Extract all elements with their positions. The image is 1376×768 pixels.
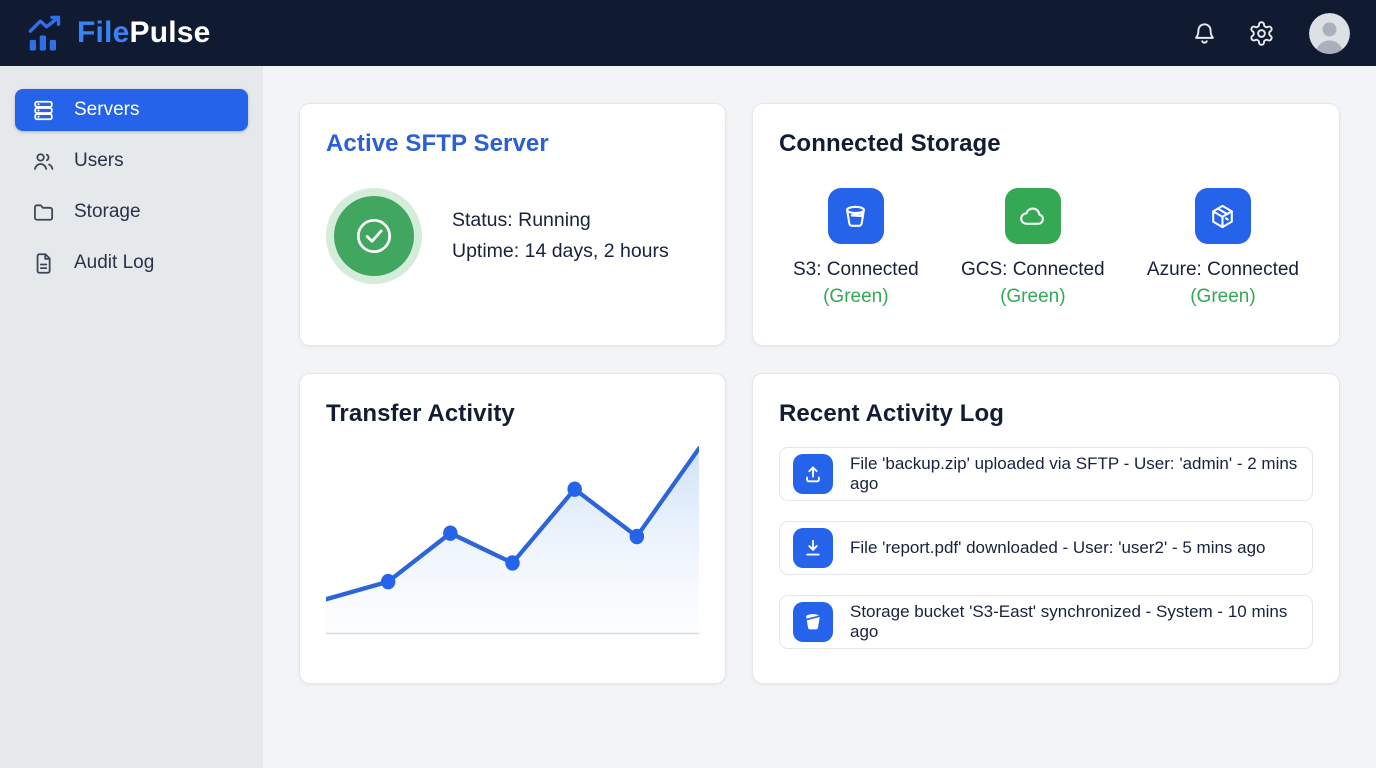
brand: FilePulse — [26, 13, 211, 53]
sidebar: Servers Users Storage — [0, 66, 263, 768]
package-box-icon — [1194, 188, 1251, 244]
server-status-text: Status: Running — [452, 208, 591, 231]
folder-icon — [31, 200, 56, 225]
storage-item-label: Azure: Connected — [1146, 259, 1299, 280]
notifications-button[interactable] — [1189, 18, 1220, 49]
bucket-filled-icon — [793, 602, 833, 642]
activity-log-row: Storage bucket 'S3-East' synchronized - … — [779, 595, 1313, 649]
storage-item-status: (Green) — [823, 286, 889, 307]
card-active-sftp-server: Active SFTP Server Status: Running Uptim… — [299, 103, 726, 346]
navbar-actions — [1189, 12, 1350, 54]
card-connected-storage: Connected Storage S3: Connected (Green) — [752, 103, 1340, 346]
app-title: FilePulse — [77, 16, 211, 49]
storage-item-status: (Green) — [1190, 286, 1256, 307]
card-title: Transfer Activity — [326, 400, 515, 427]
server-stack-icon — [31, 98, 56, 123]
check-circle-icon — [334, 196, 414, 276]
document-icon — [31, 251, 56, 276]
card-title: Recent Activity Log — [779, 400, 1005, 427]
server-uptime-text: Uptime: 14 days, 2 hours — [452, 240, 669, 262]
sidebar-item-audit-log[interactable]: Audit Log — [15, 242, 248, 284]
storage-item-status: (Green) — [1000, 286, 1066, 307]
status-badge — [326, 188, 422, 284]
storage-item-azure: Azure: Connected (Green) — [1147, 188, 1299, 308]
bucket-icon — [827, 188, 884, 244]
sidebar-item-label: Storage — [74, 201, 141, 222]
bell-icon — [1191, 20, 1218, 47]
card-title: Active SFTP Server — [326, 130, 549, 157]
card-title: Connected Storage — [779, 130, 1001, 157]
settings-button[interactable] — [1246, 18, 1277, 49]
storage-item-label: GCS: Connected — [960, 259, 1105, 280]
activity-log-row: File 'report.pdf' downloaded - User: 'us… — [779, 521, 1313, 575]
activity-log-text: Storage bucket 'S3-East' synchronized - … — [850, 602, 1288, 641]
activity-log-text: File 'backup.zip' uploaded via SFTP - Us… — [850, 454, 1298, 493]
sidebar-item-label: Users — [74, 150, 124, 171]
sidebar-item-storage[interactable]: Storage — [15, 191, 248, 233]
card-recent-activity-log: Recent Activity Log File 'backup.zip' up… — [752, 373, 1340, 684]
storage-item-gcs: GCS: Connected (Green) — [961, 188, 1105, 308]
user-avatar[interactable] — [1309, 12, 1350, 54]
users-icon — [31, 149, 56, 174]
sidebar-item-label: Audit Log — [74, 252, 155, 273]
storage-item-label: S3: Connected — [793, 259, 919, 280]
main-content: Active SFTP Server Status: Running Uptim… — [263, 66, 1376, 768]
storage-item-s3: S3: Connected (Green) — [793, 188, 919, 308]
trending-bar-chart-logo-icon — [26, 13, 66, 53]
upload-icon — [793, 454, 833, 494]
cloud-icon — [1004, 188, 1061, 244]
sidebar-item-label: Servers — [74, 99, 140, 120]
download-icon — [793, 528, 833, 568]
person-icon — [1309, 12, 1350, 54]
sidebar-item-users[interactable]: Users — [15, 140, 248, 182]
gear-icon — [1248, 20, 1275, 47]
activity-log-text: File 'report.pdf' downloaded - User: 'us… — [850, 538, 1266, 557]
activity-log-row: File 'backup.zip' uploaded via SFTP - Us… — [779, 447, 1313, 501]
top-navbar: FilePulse — [0, 0, 1376, 66]
card-transfer-activity: Transfer Activity — [299, 373, 726, 684]
transfer-activity-chart — [326, 446, 699, 635]
sidebar-item-servers[interactable]: Servers — [15, 89, 248, 131]
